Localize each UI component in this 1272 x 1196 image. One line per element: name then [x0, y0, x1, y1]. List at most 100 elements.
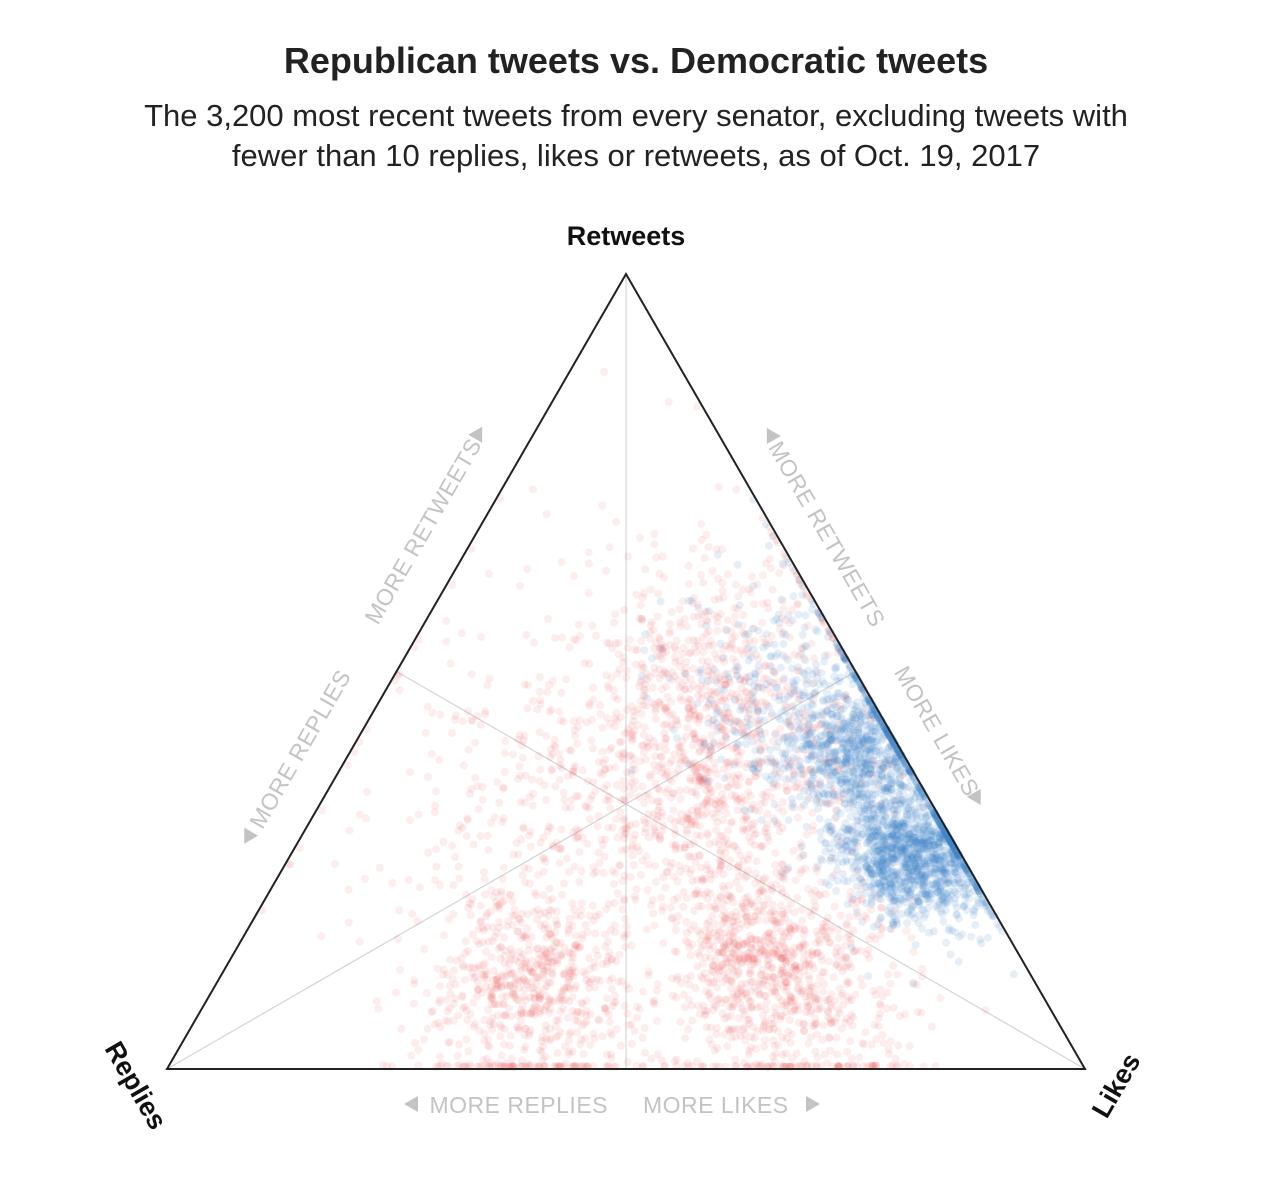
republican-tweet-point	[719, 971, 728, 980]
republican-tweet-point	[579, 1050, 588, 1059]
republican-tweet-point	[523, 1059, 532, 1068]
republican-tweet-point	[692, 734, 701, 743]
republican-tweet-point	[551, 928, 560, 937]
republican-tweet-point	[694, 691, 703, 700]
republican-tweet-point	[622, 824, 631, 833]
republican-tweet-point	[708, 567, 717, 575]
republican-tweet-point	[715, 865, 724, 874]
republican-tweet-point	[612, 518, 621, 527]
republican-tweet-point	[497, 982, 506, 991]
republican-tweet-point	[847, 963, 856, 972]
republican-tweet-point	[820, 927, 829, 935]
republican-tweet-point	[737, 959, 746, 968]
republican-tweet-point	[866, 905, 875, 914]
republican-tweet-point	[546, 745, 555, 754]
republican-tweet-point	[542, 795, 551, 804]
republican-tweet-point	[736, 773, 744, 782]
republican-tweet-point	[621, 824, 629, 833]
republican-tweet-point	[981, 1006, 990, 1014]
republican-tweet-point	[717, 796, 726, 805]
republican-tweet-point	[569, 972, 577, 981]
republican-tweet-point	[683, 705, 692, 714]
republican-tweet-point	[580, 1019, 589, 1028]
republican-tweet-point	[489, 966, 498, 975]
republican-tweet-point	[705, 840, 714, 848]
republican-tweet-point	[607, 985, 616, 993]
republican-tweet-point	[772, 946, 781, 955]
republican-tweet-point	[629, 861, 638, 870]
democratic-tweet-point	[921, 874, 929, 883]
republican-tweet-point	[702, 777, 711, 786]
republican-tweet-point	[646, 621, 655, 630]
republican-tweet-point	[845, 930, 854, 939]
republican-tweet-point	[646, 585, 655, 594]
republican-tweet-point	[845, 979, 854, 987]
republican-tweet-point	[731, 945, 740, 954]
republican-tweet-point	[611, 869, 619, 878]
republican-tweet-point	[502, 992, 511, 1001]
republican-tweet-point	[668, 840, 677, 849]
republican-tweet-point	[783, 905, 792, 914]
republican-tweet-point	[777, 996, 786, 1005]
republican-tweet-point	[661, 771, 670, 780]
republican-tweet-point	[620, 933, 629, 942]
republican-tweet-point	[605, 746, 614, 754]
republican-tweet-point	[732, 690, 741, 699]
republican-tweet-point	[446, 955, 454, 964]
republican-tweet-point	[861, 742, 870, 751]
republican-tweet-point	[559, 986, 568, 995]
republican-tweet-point	[782, 703, 791, 712]
republican-tweet-point	[468, 969, 477, 978]
republican-tweet-point	[851, 716, 860, 725]
republican-tweet-point	[728, 1003, 737, 1012]
republican-tweet-point	[745, 833, 753, 842]
republican-tweet-point	[628, 717, 637, 725]
republican-tweet-point	[525, 964, 534, 972]
republican-tweet-point	[814, 948, 823, 957]
republican-tweet-point	[493, 974, 502, 983]
republican-tweet-point	[678, 597, 687, 606]
republican-tweet-point	[818, 926, 827, 935]
republican-tweet-point	[506, 1012, 515, 1021]
republican-tweet-point	[466, 911, 475, 920]
republican-tweet-point	[800, 717, 809, 726]
republican-tweet-point	[637, 741, 646, 750]
republican-tweet-point	[884, 1044, 893, 1053]
republican-tweet-point	[692, 770, 701, 779]
republican-tweet-point	[536, 765, 545, 774]
republican-tweet-point	[532, 974, 541, 982]
republican-tweet-point	[706, 797, 715, 806]
republican-tweet-point	[730, 604, 739, 613]
republican-tweet-point	[667, 720, 676, 729]
republican-tweet-point	[545, 997, 554, 1006]
republican-tweet-point	[886, 1037, 895, 1046]
republican-tweet-point	[508, 921, 517, 930]
republican-tweet-point	[753, 703, 762, 712]
republican-tweet-point	[781, 986, 790, 995]
republican-tweet-point	[474, 961, 483, 970]
republican-tweet-point	[790, 962, 799, 971]
republican-tweet-point	[447, 581, 456, 590]
republican-tweet-point	[520, 963, 529, 972]
republican-tweet-point	[681, 840, 690, 849]
republican-tweet-point	[798, 708, 807, 717]
republican-tweet-point	[704, 936, 713, 945]
republican-tweet-point	[623, 643, 632, 652]
democratic-tweet-point	[914, 919, 923, 927]
republican-tweet-point	[812, 1030, 821, 1039]
republican-tweet-point	[784, 971, 793, 980]
republican-tweet-point	[718, 737, 726, 746]
republican-tweet-point	[697, 520, 705, 529]
republican-tweet-point	[475, 940, 483, 949]
republican-tweet-point	[582, 976, 591, 985]
republican-tweet-point	[843, 921, 852, 930]
republican-tweet-point	[870, 1021, 879, 1030]
republican-tweet-point	[520, 985, 529, 994]
republican-tweet-point	[488, 1013, 497, 1022]
republican-tweet-point	[819, 919, 828, 928]
republican-tweet-point	[668, 710, 677, 719]
republican-tweet-point	[723, 616, 732, 625]
republican-tweet-point	[787, 954, 796, 963]
republican-tweet-point	[523, 910, 532, 919]
republican-tweet-point	[789, 951, 797, 960]
